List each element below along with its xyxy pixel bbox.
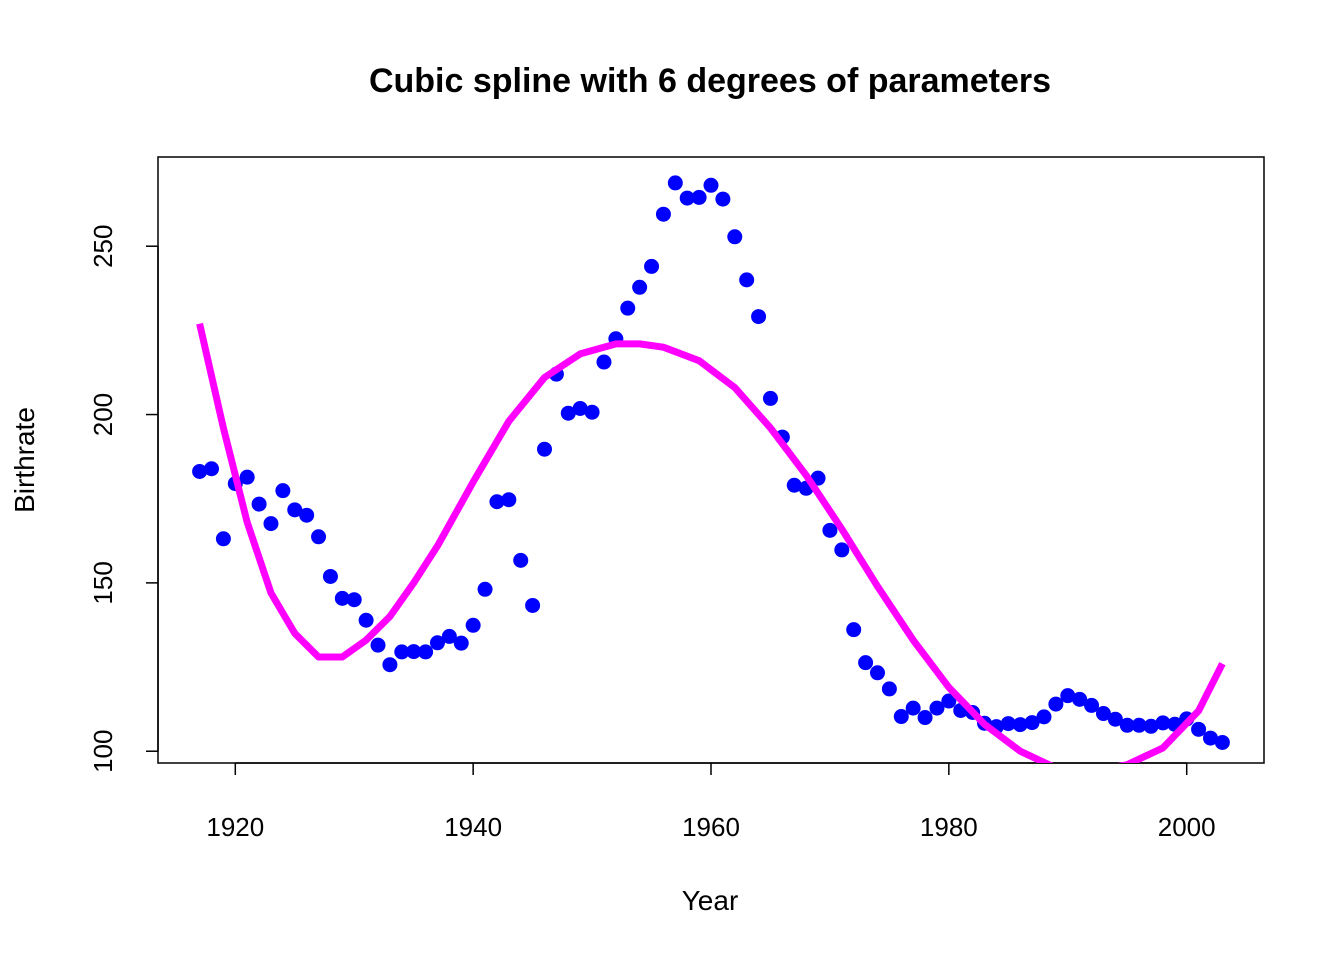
data-point-1972	[846, 622, 862, 638]
data-point-1931	[358, 612, 374, 628]
data-point-1932	[370, 637, 386, 653]
data-point-1950	[584, 404, 600, 420]
data-point-1930	[346, 592, 362, 608]
data-point-1990	[1060, 688, 1076, 704]
x-axis: 1920 1940 1960 1980 2000	[206, 762, 1216, 842]
data-point-1924	[275, 483, 291, 499]
data-point-1996	[1131, 717, 1147, 733]
data-point-2003	[1214, 734, 1230, 750]
data-point-1928	[322, 568, 338, 584]
x-tick-label-1920: 1920	[206, 812, 264, 842]
y-axis-label: Birthrate	[9, 407, 40, 513]
data-point-1939	[453, 635, 469, 651]
data-point-1927	[311, 529, 327, 545]
y-axis: 100 150 200 250	[88, 225, 159, 773]
data-point-1960	[703, 177, 719, 193]
data-point-1925	[287, 502, 303, 518]
data-point-1945	[525, 597, 541, 613]
data-point-1962	[727, 229, 743, 245]
data-point-2002	[1202, 730, 1218, 746]
data-point-1980	[941, 693, 957, 709]
data-point-1985	[1000, 716, 1016, 732]
data-point-1976	[893, 709, 909, 725]
chart-title: Cubic spline with 6 degrees of parameter…	[369, 62, 1051, 100]
data-point-1954	[632, 279, 648, 295]
data-point-1997	[1143, 718, 1159, 734]
data-point-1979	[929, 700, 945, 716]
data-point-1921	[239, 469, 255, 485]
data-point-1923	[263, 516, 279, 532]
data-point-1934	[394, 644, 410, 660]
data-point-1933	[382, 657, 398, 673]
data-point-1986	[1012, 717, 1028, 733]
data-point-1963	[739, 272, 755, 288]
data-point-1935	[406, 644, 422, 660]
x-axis-label: Year	[682, 885, 739, 916]
data-point-1940	[465, 617, 481, 633]
data-point-1978	[917, 710, 933, 726]
data-point-1918	[204, 461, 220, 477]
data-point-1919	[215, 531, 231, 547]
data-point-1926	[299, 507, 315, 523]
x-tick-label-1940: 1940	[444, 812, 502, 842]
data-point-1942	[489, 494, 505, 510]
data-point-1955	[644, 258, 660, 274]
x-tick-label-2000: 2000	[1158, 812, 1216, 842]
x-tick-label-1980: 1980	[920, 812, 978, 842]
data-point-1943	[501, 492, 517, 508]
data-point-1936	[418, 644, 434, 660]
data-point-1991	[1072, 691, 1088, 707]
data-point-1993	[1095, 706, 1111, 722]
data-point-1970	[822, 522, 838, 538]
data-point-1957	[667, 175, 683, 191]
data-point-1965	[762, 390, 778, 406]
data-point-1961	[715, 191, 731, 207]
data-point-1929	[334, 590, 350, 606]
data-point-1995	[1119, 717, 1135, 733]
data-point-1975	[881, 681, 897, 697]
data-point-1917	[192, 463, 208, 479]
data-point-1949	[572, 400, 588, 416]
data-point-1948	[560, 405, 576, 421]
y-tick-label-200: 200	[88, 393, 118, 436]
data-point-1941	[477, 581, 493, 597]
spline-curve	[196, 322, 1226, 763]
data-point-1989	[1048, 696, 1064, 712]
data-point-1967	[786, 477, 802, 493]
data-point-1937	[429, 635, 445, 651]
plot-frame	[157, 156, 1265, 764]
data-point-1958	[679, 190, 695, 206]
y-tick-label-150: 150	[88, 561, 118, 604]
data-point-1987	[1024, 715, 1040, 731]
data-point-2001	[1191, 721, 1207, 737]
data-point-1973	[858, 655, 874, 671]
x-tick-label-1960: 1960	[682, 812, 740, 842]
data-point-1988	[1036, 709, 1052, 725]
data-point-1977	[905, 700, 921, 716]
data-point-1956	[655, 206, 671, 222]
y-tick-label-100: 100	[88, 730, 118, 773]
data-point-1938	[441, 628, 457, 644]
data-point-1994	[1107, 711, 1123, 727]
data-point-1953	[620, 300, 636, 316]
data-point-1964	[751, 309, 767, 325]
data-point-1944	[513, 552, 529, 568]
data-point-1998	[1155, 715, 1171, 731]
data-point-1922	[251, 496, 267, 512]
plot-area	[192, 175, 1230, 763]
data-point-1971	[834, 542, 850, 558]
data-point-1951	[596, 354, 612, 370]
y-tick-label-250: 250	[88, 225, 118, 268]
data-point-1946	[537, 441, 553, 457]
data-point-1959	[691, 189, 707, 205]
data-point-1992	[1084, 697, 1100, 713]
data-point-1974	[869, 665, 885, 681]
